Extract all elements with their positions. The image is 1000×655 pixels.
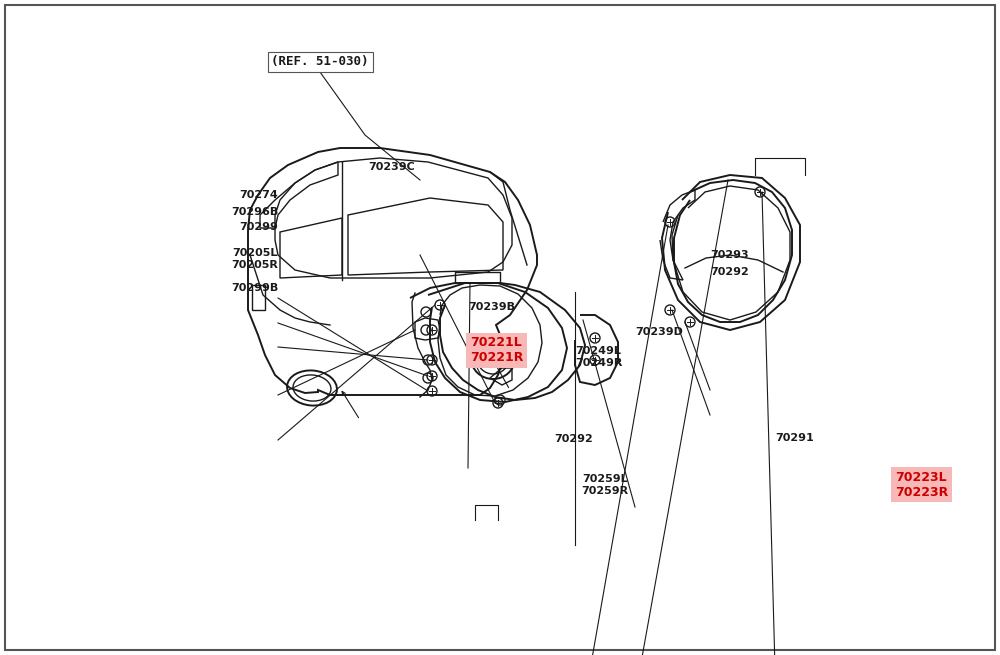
Text: 70291: 70291: [775, 432, 814, 443]
Text: 70239B: 70239B: [468, 301, 515, 312]
Text: 70299B: 70299B: [231, 283, 278, 293]
Text: 70223L
70223R: 70223L 70223R: [895, 471, 948, 498]
Text: 70299: 70299: [239, 222, 278, 233]
Text: 70259L
70259R: 70259L 70259R: [581, 474, 628, 495]
Text: 70205L
70205R: 70205L 70205R: [231, 248, 278, 269]
Text: 70292: 70292: [554, 434, 593, 444]
Text: 70249L
70249R: 70249L 70249R: [575, 346, 622, 367]
Text: 70292: 70292: [710, 267, 749, 277]
Text: 70274: 70274: [239, 190, 278, 200]
Text: 70239C: 70239C: [368, 162, 415, 172]
Text: (REF. 51-030): (REF. 51-030): [271, 56, 369, 69]
Text: 70296B: 70296B: [231, 206, 278, 217]
Text: 70293: 70293: [710, 250, 749, 261]
Text: 70221L
70221R: 70221L 70221R: [470, 337, 523, 364]
Text: 70239D: 70239D: [635, 327, 683, 337]
